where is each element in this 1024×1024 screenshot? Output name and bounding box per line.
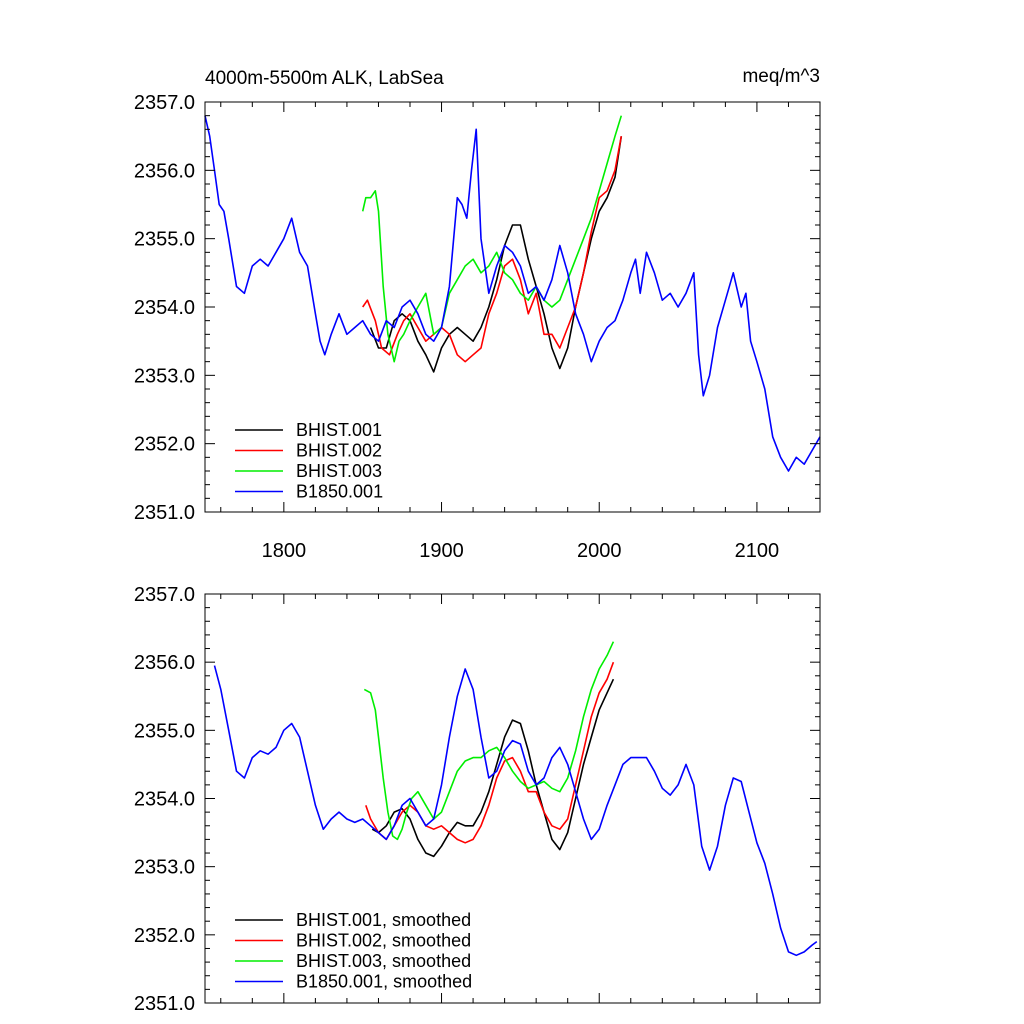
y-tick-label: 2357.0 [134,92,195,114]
units-label: meq/m^3 [742,66,820,87]
series-line-4 [204,115,821,472]
y-tick-label: 2356.0 [134,652,195,674]
y-tick-label: 2355.0 [134,720,195,742]
legend-label: BHIST.001, smoothed [296,910,471,930]
legend-label: BHIST.001 [296,420,382,440]
y-tick-label: 2352.0 [134,925,195,947]
y-tick-label: 2352.0 [134,434,195,456]
series-line-3 [363,641,615,841]
x-tick-label: 1800 [262,540,307,562]
series-line-1 [371,678,615,858]
series-line-3 [361,115,623,363]
x-tick-label: 2100 [735,540,780,562]
y-tick-label: 2354.0 [134,297,195,319]
legend-label: B1850.001, smoothed [296,972,472,992]
y-tick-label: 2353.0 [134,365,195,387]
y-tick-label: 2356.0 [134,160,195,182]
y-tick-label: 2354.0 [134,789,195,811]
x-tick-label: 2000 [577,540,622,562]
series-line-2 [362,136,623,363]
y-tick-label: 2357.0 [134,584,195,606]
y-tick-label: 2355.0 [134,229,195,251]
panel-bottom: 2351.0 2352.0 2353.0 2354.0 2355.0 2356.0 2357… [134,584,821,1015]
series-line-4 [213,665,818,957]
y-tick-label: 2351.0 [134,993,195,1015]
x-tick-label: 1900 [419,540,464,562]
panel-top: 4000m-5500m ALK, LabSea meq/m^3 2351.0 23… [134,66,821,562]
legend-label: BHIST.003 [296,461,382,481]
legend-label: B1850.001 [296,482,383,502]
legend-label: BHIST.002 [296,441,382,461]
series-line-2 [365,661,615,844]
y-tick-label: 2351.0 [134,502,195,524]
legend-label: BHIST.003, smoothed [296,951,471,971]
y-tick-label: 2353.0 [134,857,195,879]
chart-title: 4000m-5500m ALK, LabSea [205,68,444,89]
legend-label: BHIST.002, smoothed [296,931,471,951]
